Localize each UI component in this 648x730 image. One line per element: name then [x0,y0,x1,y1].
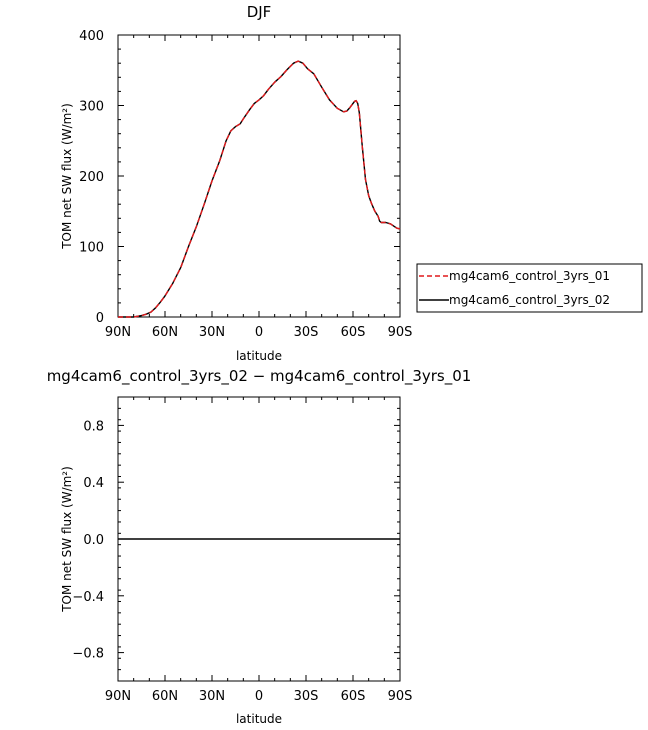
top-y-tick-label: 100 [79,241,104,256]
top-x-tick-label: 30N [199,325,225,340]
bottom-x-tick-label: 30N [199,689,225,704]
top-title: DJF [247,3,272,21]
bottom-y-tick-label: 0.8 [83,419,104,434]
bottom-x-axis: 90N 60N 30N 0 30S 60S 90S [105,397,413,704]
top-x-tick-label: 60N [152,325,178,340]
bottom-x-tick-label: 90N [105,689,131,704]
bottom-y-axis-label: TOM net SW flux (W/m²) [60,466,74,613]
bottom-x-tick-label: 30S [294,689,319,704]
bottom-y-tick-label: 0.0 [83,533,104,548]
bottom-y-tick-label: 0.4 [83,476,104,491]
bottom-y-tick-label: −0.4 [72,590,104,605]
top-x-tick-label: 0 [255,325,263,340]
legend-box [416,263,643,313]
bottom-x-tick-label: 0 [255,689,263,704]
top-y-tick-label: 300 [79,100,104,115]
top-x-axis: 90N 60N 30N 0 30S 60S 90S [105,35,413,340]
top-panel: DJF 90N 60N 30N 0 30S 60S 90S 0 100 200 300 400 la… [60,3,412,363]
top-x-tick-label: 90S [388,325,413,340]
bottom-x-tick-label: 90S [388,689,413,704]
top-y-axis: 0 100 200 300 400 [79,29,400,326]
top-y-tick-label: 0 [96,311,104,326]
top-plot-frame [117,34,401,318]
legend: mg4cam6_control_3yrs_01 mg4cam6_control_… [416,263,643,313]
bottom-title: mg4cam6_control_3yrs_02 − mg4cam6_contro… [47,367,472,386]
top-y-tick-label: 400 [79,29,104,44]
top-x-tick-label: 30S [294,325,319,340]
top-y-tick-label: 200 [79,170,104,185]
bottom-y-tick-label: −0.8 [72,647,104,662]
top-x-tick-label: 60S [341,325,366,340]
bottom-x-axis-label: latitude [236,712,282,726]
top-x-axis-label: latitude [236,349,282,363]
top-x-tick-label: 90N [105,325,131,340]
top-series [118,60,401,318]
top-series-line-1 [118,60,401,318]
legend-label-series-01: mg4cam6_control_3yrs_01 [449,269,610,283]
legend-label-series-02: mg4cam6_control_3yrs_02 [449,293,610,307]
bottom-panel: mg4cam6_control_3yrs_02 − mg4cam6_contro… [47,367,472,726]
bottom-x-tick-label: 60N [152,689,178,704]
bottom-y-axis: 0.8 0.4 0.0 −0.4 −0.8 [72,396,400,682]
bottom-x-tick-label: 60S [341,689,366,704]
top-y-axis-label: TOM net SW flux (W/m²) [60,103,74,250]
